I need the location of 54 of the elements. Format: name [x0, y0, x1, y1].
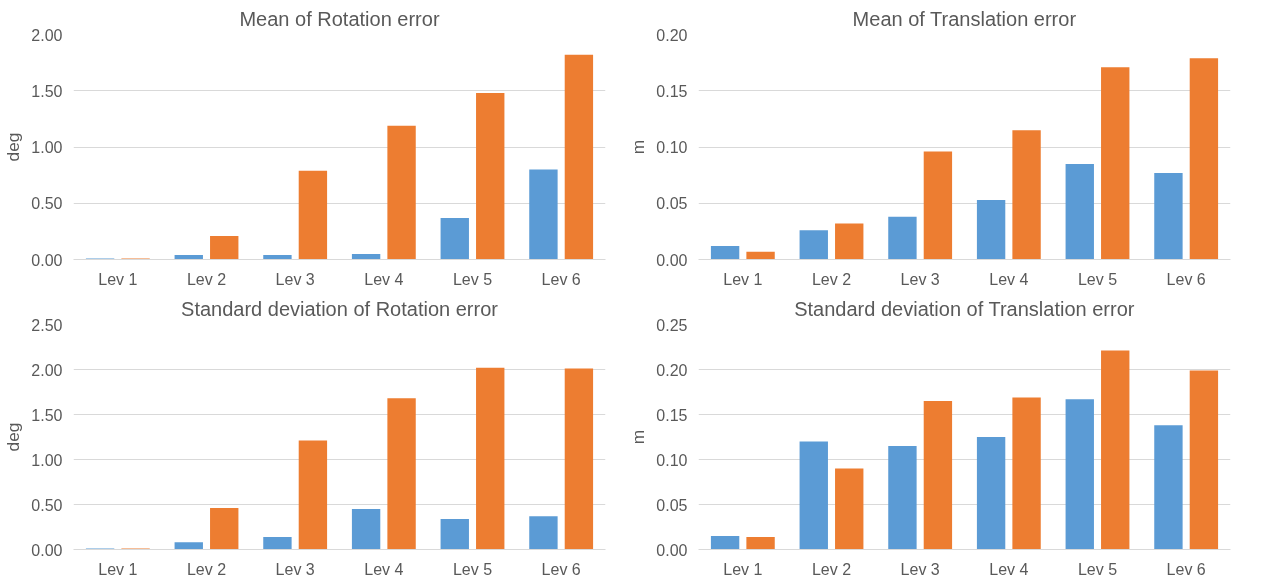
y-tick-label: 0.00 [31, 251, 63, 269]
x-tick-label: Lev 2 [811, 560, 852, 578]
x-tick-label: Lev 1 [98, 560, 138, 578]
x-tick-label: Lev 5 [452, 560, 493, 578]
x-tick-label: Lev 6 [541, 270, 581, 288]
y-tick-label: 0.00 [656, 541, 688, 559]
x-tick-label: Lev 2 [186, 560, 227, 578]
y-tick-label: 0.15 [656, 82, 688, 100]
y-tick-label: 1.50 [31, 82, 63, 100]
chart-title: Mean of Rotation error [239, 7, 440, 30]
x-tick-label: Lev 2 [186, 270, 227, 288]
x-tick-label: Lev 5 [1077, 270, 1118, 288]
x-tick-label: Lev 4 [989, 270, 1029, 288]
x-tick-label: Lev 3 [275, 270, 315, 288]
y-axis-title: m [628, 429, 649, 445]
chart-title: Standard deviation of Translation error [794, 297, 1135, 320]
x-tick-label: Lev 3 [900, 560, 940, 578]
x-tick-label: Lev 4 [364, 560, 404, 578]
x-tick-label: Lev 3 [275, 560, 315, 578]
y-tick-label: 0.00 [656, 251, 688, 269]
y-tick-label: 1.00 [31, 451, 63, 469]
y-tick-label: 0.00 [31, 541, 63, 559]
y-tick-label: 2.00 [31, 361, 63, 379]
chart-title: Standard deviation of Rotation error [181, 297, 499, 320]
x-tick-label: Lev 2 [811, 270, 852, 288]
y-axis-title: deg [3, 132, 24, 162]
y-axis-title: m [628, 139, 649, 155]
y-tick-label: 1.50 [31, 406, 63, 424]
y-tick-label: 0.05 [656, 496, 688, 514]
y-tick-label: 1.00 [31, 139, 63, 156]
y-tick-label: 0.20 [656, 26, 688, 44]
x-tick-label: Lev 1 [98, 270, 138, 288]
y-tick-label: 2.50 [31, 316, 63, 334]
y-tick-label: 2.00 [31, 26, 63, 44]
y-tick-label: 0.10 [656, 139, 688, 156]
x-tick-label: Lev 4 [989, 560, 1029, 578]
x-tick-label: Lev 6 [541, 560, 581, 578]
x-tick-label: Lev 1 [723, 560, 763, 578]
y-tick-label: 0.20 [656, 361, 688, 379]
x-tick-label: Lev 3 [900, 270, 940, 288]
y-tick-label: 0.50 [31, 496, 63, 514]
y-tick-label: 0.05 [656, 195, 688, 213]
y-tick-label: 0.25 [656, 316, 688, 334]
x-tick-label: Lev 6 [1166, 270, 1206, 288]
x-tick-label: Lev 1 [723, 270, 763, 288]
x-tick-label: Lev 6 [1166, 560, 1206, 578]
y-tick-label: 0.10 [656, 451, 688, 469]
chart-title: Mean of Translation error [852, 7, 1077, 30]
x-tick-label: Lev 5 [452, 270, 493, 288]
x-tick-label: Lev 5 [1077, 560, 1118, 578]
x-tick-label: Lev 4 [364, 270, 404, 288]
y-tick-label: 0.15 [656, 406, 688, 424]
y-axis-title: deg [3, 422, 24, 452]
y-tick-label: 0.50 [31, 195, 63, 213]
